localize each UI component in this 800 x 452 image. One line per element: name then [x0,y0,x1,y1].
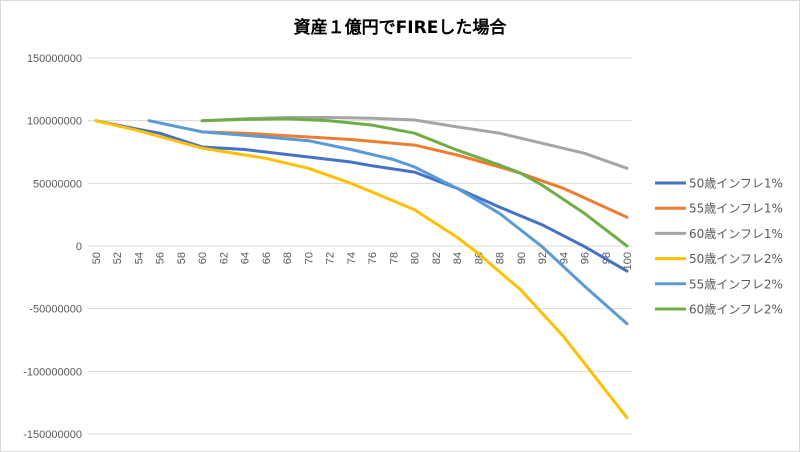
x-tick-label: 56 [155,252,167,264]
x-tick-label: 54 [133,252,145,264]
series-line-4 [147,119,629,326]
x-tick-label: 80 [410,252,422,264]
y-tick-label: 150000000 [27,53,82,65]
legend-label-0: 50歳インフレ1% [689,177,783,191]
x-tick-label: 52 [112,252,124,264]
series-line-5 [200,117,629,248]
x-tick-label: 94 [558,252,570,264]
legend-label-2: 60歳インフレ1% [689,227,783,241]
y-tick-label: -50000000 [29,304,82,316]
y-tick-label: 0 [76,241,82,253]
y-axis-ticks: 150000000 100000000 50000000 0 -50000000 -100… [23,53,82,441]
x-tick-label: 66 [261,252,273,264]
x-tick-label: 100 [622,252,634,270]
x-tick-label: 62 [218,252,230,264]
series-lines [94,116,629,420]
x-tick-label: 92 [537,252,549,264]
x-tick-label: 76 [367,252,379,264]
x-tick-label: 82 [431,252,443,264]
y-tick-label: 100000000 [27,116,82,128]
x-tick-label: 96 [580,252,592,264]
y-tick-label: 50000000 [33,178,82,190]
x-tick-label: 72 [325,252,337,264]
y-tick-label: -150000000 [23,429,82,441]
legend-label-1: 55歳インフレ1% [689,202,783,216]
y-tick-label: -100000000 [23,366,82,378]
x-tick-label: 58 [176,252,188,264]
x-axis-ticks: 50 52 54 56 58 60 62 64 66 68 70 72 74 76 78 80 82 84 86 88… [91,252,634,270]
x-tick-label: 50 [91,252,103,264]
x-tick-label: 64 [240,252,252,264]
legend-label-4: 55歳インフレ2% [689,277,783,291]
x-tick-label: 88 [495,252,507,264]
legend-label-5: 60歳インフレ2% [689,303,783,317]
x-tick-label: 70 [303,252,315,264]
series-line-3 [94,119,629,420]
x-tick-label: 60 [197,252,209,264]
x-tick-label: 90 [516,252,528,264]
x-tick-label: 84 [452,252,464,264]
legend: 50歳インフレ1% 55歳インフレ1% 60歳インフレ1% 50歳インフレ2% 55歳イ… [655,177,783,317]
x-tick-label: 68 [282,252,294,264]
series-line-2 [200,116,629,170]
series-line-0 [94,119,629,273]
gridlines [88,57,632,435]
x-tick-label: 74 [346,252,358,264]
x-tick-label: 78 [388,252,400,264]
chart-title: 資産１億円でFIREした場合 [294,17,508,38]
series-line-1 [200,130,629,219]
legend-label-3: 50歳インフレ2% [689,252,783,266]
